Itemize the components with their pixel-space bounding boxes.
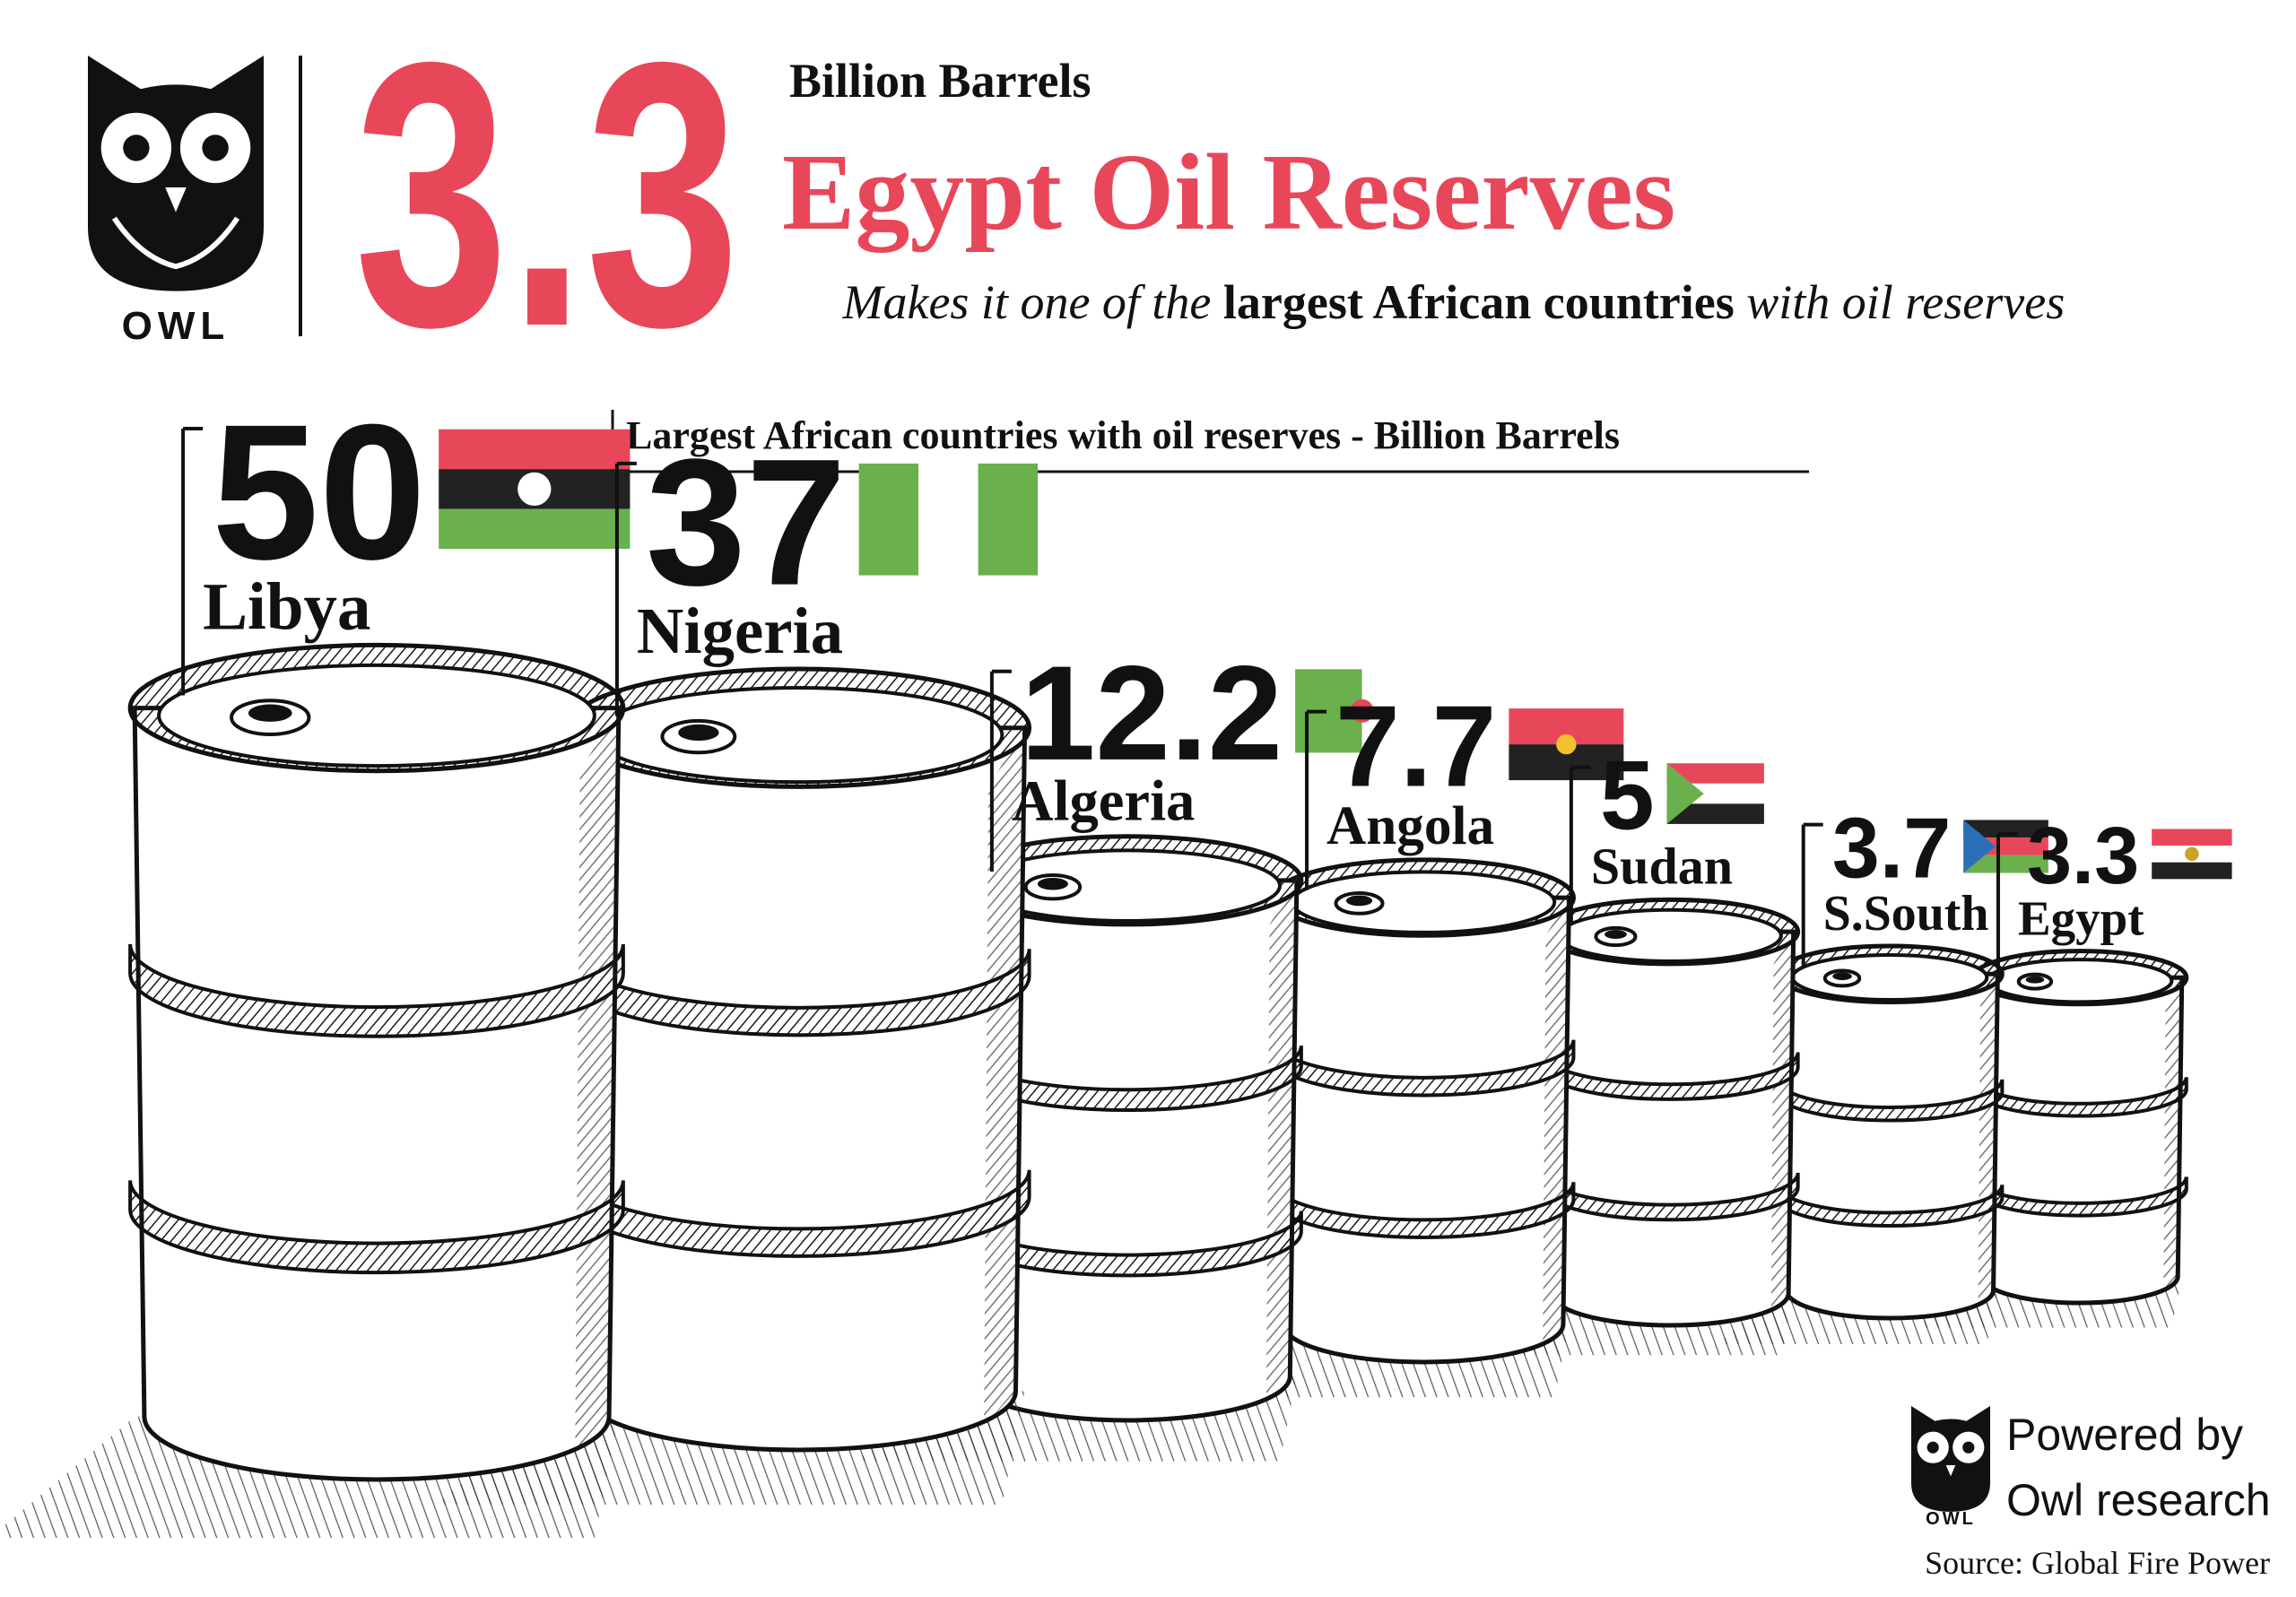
owl-logo — [88, 56, 264, 291]
flag-stripe — [978, 463, 1039, 576]
logo-text: OWL — [122, 304, 230, 348]
owl-logo-small — [1911, 1406, 1990, 1512]
category-label: Libya — [203, 569, 370, 644]
barrel-ring-band — [1271, 1039, 1576, 1098]
subtitle: Makes it one of the largest African coun… — [782, 275, 2101, 329]
flag-emblem — [517, 472, 552, 507]
barrel-ring-band — [1540, 1052, 1800, 1101]
barrel-body — [569, 725, 1028, 1453]
barrel-body — [1975, 975, 2185, 1306]
unit-label: Billion Barrels — [789, 54, 1091, 108]
brand: Owl research — [2006, 1475, 2271, 1525]
flag — [1295, 669, 1430, 753]
headline-value: 3.3 — [354, 0, 740, 405]
subtitle-part: largest African countries — [1223, 275, 1735, 329]
flag-triangle — [1963, 820, 1996, 873]
barrel — [435, 666, 1032, 1505]
flag-stripe — [2152, 829, 2232, 846]
barrel-ring-band — [1775, 1079, 2005, 1123]
value-label: 7.7 — [1335, 682, 1496, 812]
flag-stripe — [1963, 820, 2048, 838]
value-label: 3.7 — [1832, 801, 1952, 896]
flag — [1666, 763, 1764, 824]
flag-triangle — [1666, 763, 1704, 824]
barrel-ring-band — [952, 1046, 1303, 1112]
barrel — [0, 642, 626, 1539]
barrel-bung-cap — [1345, 895, 1373, 907]
flag-stripe — [439, 508, 631, 549]
barrel-shade — [2163, 977, 2182, 1293]
barrel-lid — [1790, 952, 1989, 1002]
barrel-bung-cap — [1037, 877, 1068, 890]
flag — [1963, 820, 2048, 873]
flag-stripe — [1666, 763, 1764, 784]
main-title: Egypt Oil Reserves — [782, 132, 1675, 253]
barrel-ring-band — [565, 949, 1031, 1037]
flag-stripe — [2152, 862, 2232, 880]
source: Source: Global Fire Power — [1925, 1545, 2270, 1581]
powered-by: Powered by — [2006, 1410, 2243, 1460]
flag-emblem — [1556, 733, 1577, 755]
barrel-lid — [157, 663, 596, 768]
category-label: Algeria — [1012, 768, 1195, 833]
flag-stripe — [918, 463, 978, 576]
flag-stripe — [439, 429, 631, 470]
barrel-shade — [1543, 898, 1570, 1348]
barrel-lid — [1986, 958, 2174, 1004]
barrel-shade — [575, 707, 619, 1454]
flag-emblem — [2185, 846, 2199, 862]
barrel-ring-band — [565, 1169, 1031, 1258]
category-label: Nigeria — [637, 595, 843, 667]
barrel — [1717, 943, 2005, 1345]
barrel-ring-band — [1540, 1172, 1800, 1221]
barrel-body — [1275, 895, 1571, 1365]
barrel-body — [1544, 929, 1796, 1328]
subtitle-part: with oil reserves — [1735, 275, 2065, 329]
barrel-lid — [592, 686, 1004, 785]
flag — [439, 429, 631, 549]
flag — [2152, 829, 2232, 880]
subtitle-part: Makes it one of the — [842, 275, 1223, 329]
barrel-shade — [1978, 974, 1998, 1307]
value-label: 50 — [212, 384, 426, 600]
value-label: 5 — [1600, 741, 1655, 850]
barrel-body — [1779, 971, 2000, 1321]
flag — [858, 463, 1039, 576]
barrel-shade — [1265, 880, 1297, 1403]
barrel-bung-cap — [2025, 976, 2045, 984]
flag-stripe — [858, 463, 919, 576]
barrel-bung-cap — [1832, 972, 1852, 981]
flag — [1509, 708, 1624, 781]
flag-stripe — [1666, 803, 1764, 824]
barrel-bung-cap — [678, 724, 719, 742]
value-label: 37 — [646, 421, 847, 623]
barrel-ring-band — [128, 1180, 625, 1275]
barrel-ring-band — [1971, 1076, 2188, 1118]
value-label: 12.2 — [1021, 638, 1283, 788]
barrel-shade — [984, 727, 1025, 1427]
barrel-ring-band — [1971, 1176, 2188, 1218]
barrel-lid — [1290, 870, 1557, 934]
barrel-ring-band — [1271, 1182, 1576, 1240]
chart-title: Largest African countries with oil reser… — [626, 413, 1620, 457]
barrel-ring-band — [128, 943, 625, 1038]
barrel-lid — [1557, 907, 1783, 964]
category-label: Egypt — [2018, 891, 2144, 946]
category-label: Angola — [1326, 795, 1494, 856]
barrel-body — [132, 706, 622, 1482]
barrel — [1916, 949, 2189, 1328]
category-label: Sudan — [1591, 837, 1733, 895]
logo-text: OWL — [1926, 1509, 1976, 1529]
barrel-shade — [1770, 932, 1794, 1313]
flag-stripe — [1963, 855, 2048, 873]
category-label: S.South — [1823, 886, 1989, 942]
barrel-ring-band — [952, 1211, 1303, 1278]
value-label: 3.3 — [2027, 811, 2139, 901]
flag-emblem — [1350, 699, 1374, 723]
barrel-bung-cap — [248, 704, 292, 722]
barrel-ring-band — [1775, 1184, 2005, 1228]
barrel-bung-cap — [1605, 930, 1627, 939]
